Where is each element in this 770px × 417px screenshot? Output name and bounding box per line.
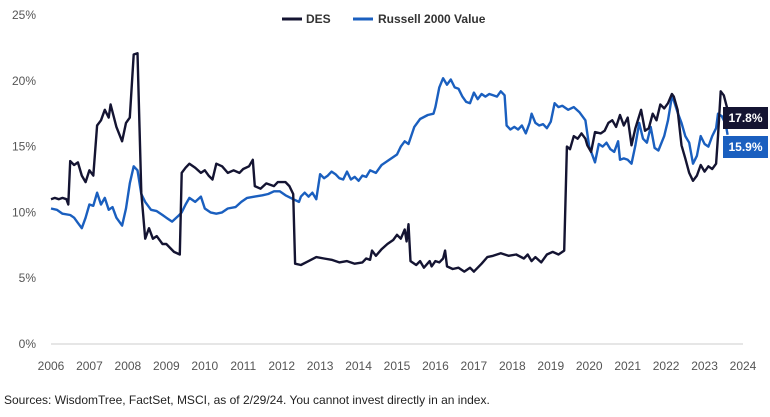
x-tick-label: 2011 xyxy=(230,359,256,373)
legend-label: Russell 2000 Value xyxy=(378,12,486,26)
line-chart: 0% 5% 10% 15% 20% 25% 2006 2007 2008 2009 2010 201… xyxy=(12,8,768,373)
y-tick-label: 25% xyxy=(12,8,36,22)
y-tick-label: 5% xyxy=(19,271,37,285)
x-tick-label: 2015 xyxy=(384,359,411,373)
x-tick-label: 2008 xyxy=(115,359,142,373)
end-label-box xyxy=(723,136,768,158)
end-label-box xyxy=(723,107,768,129)
end-label-value: 15.9% xyxy=(728,140,762,154)
x-tick-label: 2019 xyxy=(537,359,564,373)
x-tick-label: 2024 xyxy=(730,359,757,373)
x-tick-label: 2012 xyxy=(268,359,295,373)
y-tick-label: 0% xyxy=(19,337,37,351)
x-tick-label: 2021 xyxy=(614,359,641,373)
x-tick-label: 2016 xyxy=(422,359,449,373)
end-label-value: 17.8% xyxy=(728,111,762,125)
y-tick-label: 20% xyxy=(12,74,36,88)
source-note: Sources: WisdomTree, FactSet, MSCI, as o… xyxy=(4,393,490,407)
series-line xyxy=(50,77,729,230)
x-axis-ticks: 2006 2007 2008 2009 2010 2011 2012 2013 2014 2015… xyxy=(38,359,757,373)
x-tick-label: 2007 xyxy=(76,359,103,373)
legend: DES Russell 2000 Value xyxy=(282,12,486,26)
x-tick-label: 2020 xyxy=(576,359,603,373)
x-tick-label: 2009 xyxy=(153,359,180,373)
x-tick-label: 2018 xyxy=(499,359,526,373)
y-tick-label: 10% xyxy=(12,205,36,219)
x-tick-label: 2014 xyxy=(345,359,372,373)
y-axis-ticks: 0% 5% 10% 15% 20% 25% xyxy=(12,8,36,351)
x-tick-label: 2006 xyxy=(38,359,65,373)
x-tick-label: 2013 xyxy=(307,359,334,373)
end-labels: 17.8% 15.9% xyxy=(723,107,768,158)
series-lines xyxy=(50,52,729,273)
y-tick-label: 15% xyxy=(12,140,36,154)
x-tick-label: 2010 xyxy=(191,359,218,373)
legend-label: DES xyxy=(306,12,331,26)
x-tick-label: 2023 xyxy=(691,359,718,373)
series-line xyxy=(50,52,729,273)
x-tick-label: 2017 xyxy=(461,359,488,373)
x-tick-label: 2022 xyxy=(653,359,680,373)
